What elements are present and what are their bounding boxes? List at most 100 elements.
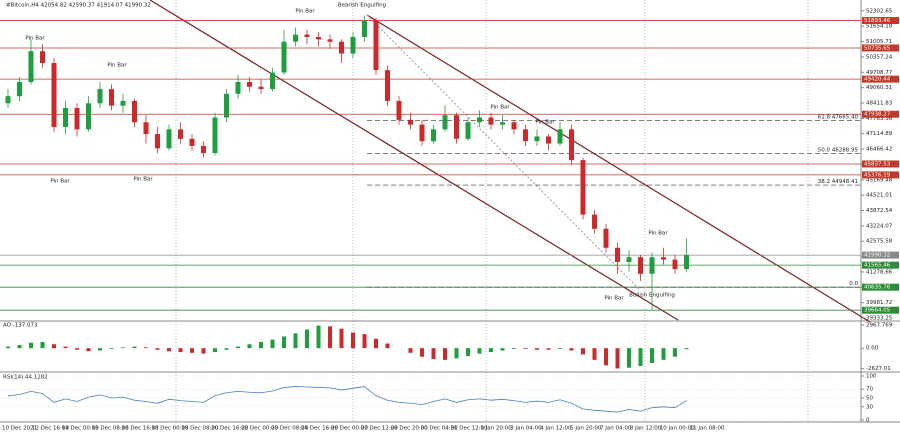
- pattern-annotation: Pin Bar: [295, 9, 315, 15]
- price-label: 50735.65: [864, 45, 891, 51]
- ao-bar: [17, 345, 22, 349]
- ao-bar: [282, 336, 286, 349]
- ao-bar: [86, 348, 91, 352]
- candle-body: [454, 115, 459, 139]
- rsi-line: [7, 386, 687, 413]
- y-tick-label: 45169.48: [866, 177, 893, 183]
- ao-bar: [581, 348, 585, 355]
- ao-bar: [661, 348, 666, 360]
- y-tick-label: 30: [866, 404, 873, 410]
- ao-bar: [121, 347, 125, 349]
- ao-bar: [477, 348, 482, 354]
- ao-bar: [6, 346, 10, 349]
- price-label: 45837.53: [864, 161, 891, 167]
- candle-body: [442, 115, 448, 130]
- ao-bar: [512, 348, 516, 349]
- candle-body: [488, 117, 494, 125]
- candle-body: [143, 122, 149, 135]
- candle-body: [304, 34, 310, 37]
- x-tick-label: 8 Jan 12:00: [630, 426, 662, 432]
- candle-body: [74, 108, 80, 130]
- x-tick-label: 23 Dec 08:00: [271, 426, 308, 432]
- ao-bar: [535, 348, 539, 350]
- candle-body: [534, 136, 540, 142]
- ao-bar: [328, 326, 332, 349]
- ao-bar: [144, 347, 148, 349]
- ao-bar: [546, 348, 551, 350]
- ao-bar: [201, 348, 206, 354]
- candle-body: [523, 129, 528, 142]
- ao-bar: [236, 346, 240, 349]
- price-label: 40635.76: [864, 285, 891, 291]
- y-tick-label: 51654.18: [866, 24, 893, 30]
- x-tick-label: 20 Dec 16:00: [211, 426, 248, 432]
- ao-bar: [489, 348, 493, 353]
- candle-body: [247, 81, 252, 87]
- price-label: 41565.46: [864, 263, 891, 269]
- price-label: 51893.46: [864, 18, 891, 24]
- price-label: 39664.05: [864, 308, 891, 314]
- pattern-annotation: Bearish Engulfing: [338, 3, 386, 9]
- y-tick-label: 39333.25: [866, 316, 893, 322]
- ao-bar: [351, 332, 355, 349]
- y-tick-label: 46466.42: [866, 147, 892, 153]
- x-tick-label: 10 Dec 2021: [2, 426, 37, 432]
- candle-body: [155, 134, 160, 149]
- y-tick-label: 44521.01: [866, 193, 892, 199]
- pattern-annotation: Pin Bar: [25, 36, 45, 42]
- ao-bar: [52, 344, 56, 349]
- chart-title: #Bitcoin,H4 42054.82 42590.37 41914.07 4…: [6, 3, 151, 9]
- candle-body: [189, 138, 195, 146]
- ao-bar: [558, 348, 562, 349]
- ao-bar: [673, 348, 677, 357]
- y-tick-label: 0: [866, 418, 870, 424]
- candle-body: [557, 129, 563, 144]
- ao-bar: [569, 348, 574, 351]
- candle-body: [40, 51, 45, 64]
- ao-bar: [98, 348, 102, 351]
- candle-body: [419, 124, 425, 142]
- x-tick-label: 11 Jan 08:00: [690, 426, 725, 432]
- price-label-box: [862, 306, 899, 314]
- candle-body: [477, 117, 482, 123]
- y-tick-label: 42575.58: [866, 239, 893, 245]
- candle-body: [339, 41, 344, 54]
- x-tick-label: 26 Dec 00:00: [331, 426, 368, 432]
- ao-bar: [178, 348, 183, 353]
- ao-bar: [466, 348, 470, 356]
- pattern-annotation: Pin Bar: [648, 231, 668, 237]
- candle-body: [281, 41, 287, 73]
- ao-bar: [305, 329, 309, 349]
- ao-bar: [374, 338, 378, 349]
- y-tick-label: 52302.65: [866, 8, 893, 14]
- candle-body: [258, 86, 264, 90]
- x-tick-label: 1 Jan 20:00: [480, 426, 512, 432]
- candle-body: [546, 136, 551, 144]
- y-tick-label: 0.00: [866, 346, 879, 352]
- price-label-box: [862, 75, 899, 83]
- candle-body: [500, 122, 505, 125]
- ao-bar: [247, 344, 252, 349]
- x-tick-label: 4 Jan 12:00: [540, 426, 572, 432]
- ao-bar: [592, 348, 597, 360]
- ao-title: AO -137.073: [3, 323, 38, 329]
- ao-bar: [63, 346, 68, 349]
- y-tick-label: 43224.07: [866, 223, 893, 229]
- candle-body: [408, 119, 413, 125]
- candle-body: [362, 20, 367, 37]
- candle-body: [28, 51, 34, 82]
- ao-bar: [213, 348, 217, 353]
- ao-bar: [167, 348, 171, 352]
- pattern-annotation: Pin Bar: [490, 105, 510, 111]
- rsi-title: RSI(14) 44.1282: [3, 375, 48, 381]
- candle-body: [431, 129, 436, 142]
- ao-bar: [431, 348, 436, 360]
- ao-bar: [500, 348, 505, 351]
- fib-label: 0.0: [849, 281, 858, 287]
- x-tick-label: 5 Jan 20:00: [570, 426, 602, 432]
- trend-channel: [149, 0, 871, 323]
- candle-body: [201, 145, 206, 154]
- y-tick-label: 51005.71: [866, 39, 892, 45]
